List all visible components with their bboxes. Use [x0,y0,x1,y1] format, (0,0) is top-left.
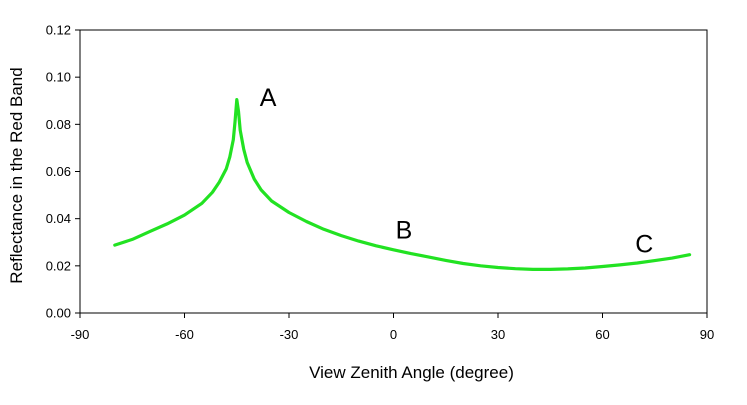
curve-annotations: A B C [260,84,654,258]
y-tick-label: 0.06 [46,164,71,179]
annotation-label: A [260,84,277,112]
x-tick-label: 0 [390,327,397,342]
reflectance-curve [113,98,692,271]
x-tick-label: 30 [491,327,505,342]
annotation-label: C [635,230,653,258]
y-tick-label: 0.12 [46,23,71,38]
x-axis-title: View Zenith Angle (degree) [309,363,514,382]
y-axis-title: Reflectance in the Red Band [7,67,26,283]
y-tick-label: 0.00 [46,306,71,321]
y-tick-label: 0.02 [46,258,71,273]
y-tick-label: 0.08 [46,117,71,132]
y-axis: 0.00 0.02 0.04 0.06 0.08 0.10 0.12 [46,23,80,321]
x-tick-label: 90 [700,327,714,342]
x-axis: -90 -60 -30 0 30 60 90 [71,313,714,342]
x-tick-label: 60 [595,327,609,342]
plot-frame [79,29,708,314]
annotation-label: B [396,216,413,244]
x-tick-label: -60 [175,327,194,342]
x-tick-label: -90 [71,327,90,342]
x-tick-label: -30 [280,327,299,342]
plot-area [79,29,708,314]
y-tick-label: 0.04 [46,211,71,226]
y-tick-label: 0.10 [46,70,71,85]
